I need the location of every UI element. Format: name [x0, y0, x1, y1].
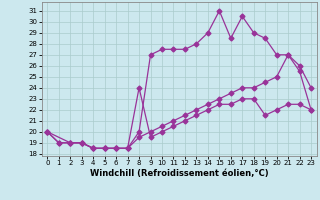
- X-axis label: Windchill (Refroidissement éolien,°C): Windchill (Refroidissement éolien,°C): [90, 169, 268, 178]
